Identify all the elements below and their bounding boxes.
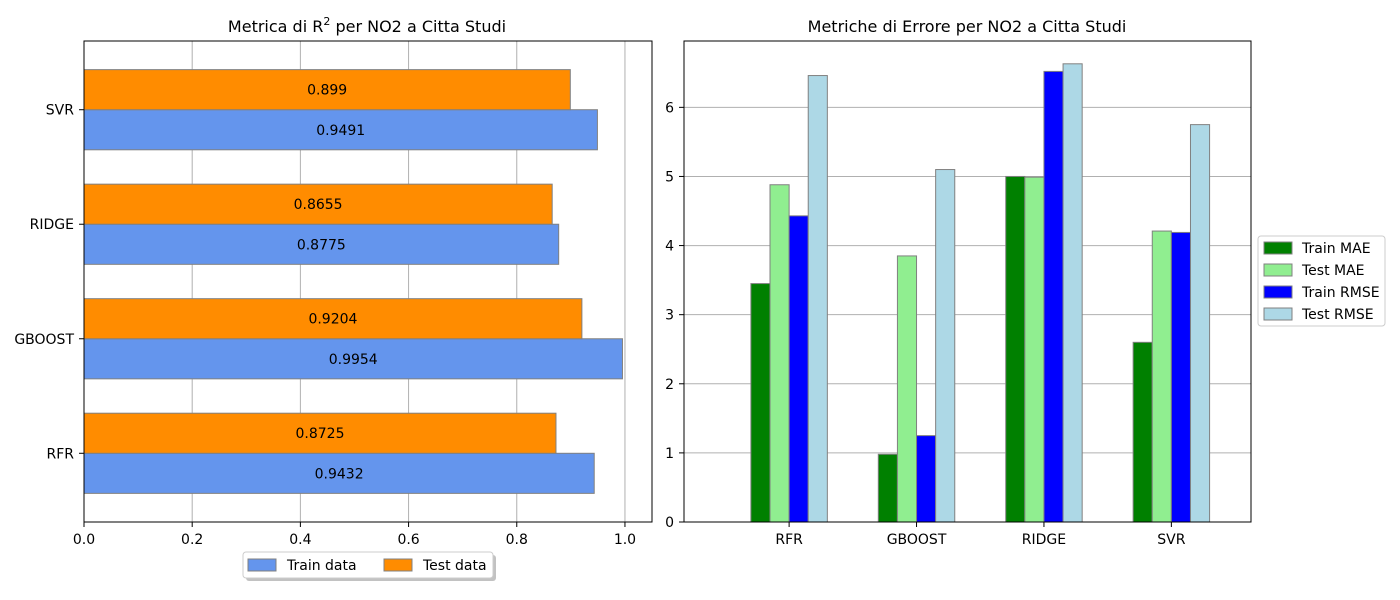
r2-x-tick-label: 0.6 bbox=[397, 532, 419, 548]
error-bar-test-mae-ridge bbox=[1024, 176, 1045, 523]
r2-x-axis-ticks: 0.0 0.2 0.4 0.6 0.8 1.0 bbox=[73, 522, 636, 548]
r2-data-label-test-data-svr: 0.899 bbox=[307, 83, 347, 99]
legend-label-train-data: Train data bbox=[286, 558, 357, 574]
legend-label-test-data: Test data bbox=[422, 558, 487, 574]
error-bars bbox=[750, 63, 1211, 523]
legend-swatch-train-mae bbox=[1263, 241, 1293, 255]
error-bar-train-mae-gboost bbox=[877, 453, 898, 523]
error-y-tick-label: 1 bbox=[665, 446, 674, 462]
error-bar-test-mae-svr bbox=[1151, 230, 1172, 523]
error-bar-train-rmse-rfr bbox=[788, 215, 809, 523]
error-y-tick-label: 2 bbox=[665, 377, 674, 393]
error-x-tick-label-gboost: GBOOST bbox=[887, 532, 947, 548]
legend-label-train-rmse: Train RMSE bbox=[1301, 285, 1380, 301]
r2-y-axis-ticks: RFR GBOOST RIDGE SVR bbox=[14, 103, 84, 462]
legend-swatch-train-data bbox=[247, 558, 277, 572]
r2-bar-test-data-svr bbox=[83, 69, 571, 111]
r2-x-tick-label: 0.0 bbox=[73, 532, 95, 548]
error-plot-frame bbox=[683, 40, 1252, 523]
r2-x-tick-label: 0.4 bbox=[289, 532, 311, 548]
r2-bar-train-data-ridge bbox=[83, 223, 560, 265]
error-x-axis-ticks: RFR GBOOST RIDGE SVR bbox=[775, 522, 1186, 548]
error-y-axis-ticks: 0 1 2 3 4 5 6 bbox=[665, 100, 684, 531]
r2-plot-frame bbox=[83, 40, 653, 523]
r2-data-label-train-data-rfr: 0.9432 bbox=[315, 466, 364, 482]
r2-bar-train-data-svr bbox=[83, 109, 598, 151]
error-bar-train-mae-svr bbox=[1132, 341, 1153, 523]
legend-swatch-test-rmse bbox=[1263, 307, 1293, 321]
error-bar-test-rmse-ridge bbox=[1062, 63, 1083, 523]
legend-label-test-rmse: Test RMSE bbox=[1301, 307, 1374, 323]
r2-data-label-test-data-ridge: 0.8655 bbox=[294, 197, 343, 213]
error-y-tick-label: 5 bbox=[665, 169, 674, 185]
error-y-tick-label: 3 bbox=[665, 308, 674, 324]
error-bar-test-rmse-gboost bbox=[935, 169, 956, 523]
r2-bar-train-data-rfr bbox=[83, 452, 595, 494]
legend-swatch-train-rmse bbox=[1263, 285, 1293, 299]
r2-bar-train-data-gboost bbox=[83, 338, 623, 380]
error-chart: Metriche di Errore per NO2 a Citta Studi… bbox=[665, 17, 1386, 548]
r2-bar-test-data-gboost bbox=[83, 298, 583, 340]
r2-y-tick-label-rfr: RFR bbox=[46, 446, 74, 462]
r2-chart: Metrica di R2 per NO2 a Citta Studi 0.94… bbox=[14, 15, 653, 581]
error-bar-test-rmse-svr bbox=[1189, 124, 1211, 523]
r2-data-label-train-data-gboost: 0.9954 bbox=[329, 352, 378, 368]
r2-bar-test-data-ridge bbox=[83, 183, 553, 225]
error-bar-test-mae-rfr bbox=[769, 184, 790, 523]
r2-x-tick-label: 0.8 bbox=[506, 532, 528, 548]
r2-data-label-test-data-rfr: 0.8725 bbox=[295, 426, 344, 442]
error-chart-title: Metriche di Errore per NO2 a Citta Studi bbox=[808, 17, 1127, 36]
error-legend-box bbox=[1257, 235, 1386, 327]
r2-x-tick-label: 1.0 bbox=[614, 532, 636, 548]
error-bar-train-mae-ridge bbox=[1005, 175, 1026, 523]
error-bar-train-rmse-gboost bbox=[916, 435, 937, 523]
error-bar-train-rmse-svr bbox=[1170, 231, 1191, 523]
r2-y-tick-label-svr: SVR bbox=[46, 103, 74, 119]
legend-label-test-mae: Test MAE bbox=[1301, 263, 1365, 279]
r2-data-label-train-data-ridge: 0.8775 bbox=[297, 237, 346, 253]
error-bar-test-mae-gboost bbox=[896, 255, 918, 523]
r2-legend: Train data Test data bbox=[242, 551, 496, 581]
r2-chart-title: Metrica di R2 per NO2 a Citta Studi bbox=[228, 15, 506, 36]
error-bar-train-mae-rfr bbox=[750, 283, 771, 523]
legend-label-train-mae: Train MAE bbox=[1301, 241, 1371, 257]
r2-legend-box bbox=[242, 551, 494, 579]
r2-data-label-test-data-gboost: 0.9204 bbox=[308, 312, 357, 328]
error-x-tick-label-ridge: RIDGE bbox=[1022, 532, 1066, 548]
r2-data-labels: 0.9432 0.8725 0.9954 0.9204 0.8775 0.8655 0.94… bbox=[294, 83, 378, 483]
r2-y-tick-label-ridge: RIDGE bbox=[30, 217, 74, 233]
error-y-tick-label: 4 bbox=[665, 239, 674, 255]
r2-bars bbox=[83, 69, 623, 494]
error-y-tick-label: 0 bbox=[665, 515, 674, 531]
error-bar-train-rmse-ridge bbox=[1043, 70, 1064, 523]
legend-swatch-test-data bbox=[383, 558, 413, 572]
error-y-tick-label: 6 bbox=[665, 100, 674, 116]
r2-data-label-train-data-svr: 0.9491 bbox=[316, 123, 365, 139]
legend-swatch-test-mae bbox=[1263, 263, 1293, 277]
error-x-tick-label-rfr: RFR bbox=[775, 532, 803, 548]
r2-x-tick-label: 0.2 bbox=[181, 532, 203, 548]
error-legend: Train MAE Test MAE Train RMSE Test RMSE bbox=[1257, 235, 1386, 327]
error-x-tick-label-svr: SVR bbox=[1157, 532, 1185, 548]
error-bar-test-rmse-rfr bbox=[807, 75, 828, 523]
r2-y-tick-label-gboost: GBOOST bbox=[14, 332, 74, 348]
